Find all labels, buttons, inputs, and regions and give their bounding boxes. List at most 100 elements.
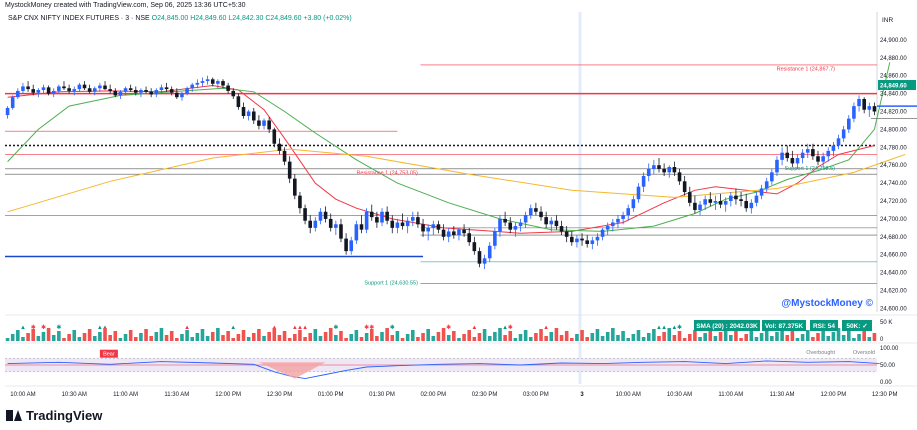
volume-bar — [390, 335, 395, 341]
candle — [729, 192, 733, 207]
sma-box-text: SMA (20) : 2042.03K — [696, 323, 758, 330]
candle — [580, 233, 584, 246]
signal-marker: ✱ — [333, 324, 338, 331]
candle — [764, 177, 769, 193]
candle-body — [200, 81, 205, 83]
candle-body — [816, 156, 820, 162]
credit-text: MystockMoney created with TradingView.co… — [5, 2, 246, 9]
candle-body — [169, 89, 174, 93]
signal-marker: ▲ — [292, 325, 298, 331]
volume-bar — [410, 330, 415, 341]
vol-box-text: Vol: 87.375K — [765, 323, 803, 330]
candle-body — [436, 224, 441, 230]
candle — [77, 82, 82, 92]
candle-body — [139, 90, 143, 93]
volume-bar — [698, 337, 702, 341]
candle-body — [339, 224, 343, 239]
candle — [441, 224, 446, 241]
volume-bar — [785, 335, 790, 341]
candle-body — [595, 236, 600, 241]
time-tick: 10:00 AM — [616, 392, 641, 398]
symbol-name: S&P CNX NIFTY INDEX FUTURES · 3 · NSE — [8, 15, 150, 22]
candle — [846, 115, 851, 133]
rsi-pane: BearBearOverboughtOversold0.5100.0050.00… — [5, 346, 899, 386]
volume-axis-bottom: 0 — [880, 337, 884, 343]
candle-body — [631, 199, 636, 209]
volume-bar — [811, 337, 815, 341]
time-tick: 02:00 PM — [420, 392, 446, 398]
candle-body — [534, 208, 538, 212]
candle-body — [462, 229, 466, 234]
candle — [390, 215, 395, 234]
candle — [210, 77, 215, 87]
candle — [759, 184, 764, 200]
volume-bar — [98, 332, 102, 341]
candle-body — [523, 215, 528, 223]
time-tick: 10:00 AM — [10, 392, 35, 398]
session-divider — [578, 12, 582, 384]
volume-bar — [308, 333, 312, 341]
candle — [339, 218, 343, 243]
sma-box: SMA (20) : 2042.03K — [694, 320, 760, 331]
candle — [559, 220, 564, 236]
candle-body — [226, 85, 230, 91]
time-tick: 11:00 AM — [113, 392, 138, 398]
volume-bar — [467, 330, 472, 341]
volume-bar — [775, 332, 779, 341]
candle — [164, 82, 169, 92]
candle — [862, 97, 866, 114]
candle — [611, 218, 615, 232]
volume-bar — [92, 336, 97, 341]
volume-bar — [303, 337, 307, 341]
candle — [272, 127, 277, 148]
candle-body — [231, 90, 236, 97]
candle-body — [26, 86, 30, 90]
candle-body — [190, 84, 195, 89]
candle — [585, 235, 589, 248]
candle-body — [205, 79, 210, 82]
price-tick: 24,720.00 — [880, 199, 907, 205]
candle — [718, 193, 723, 209]
candle-body — [257, 120, 261, 126]
candle — [92, 86, 97, 96]
volume-bar — [585, 337, 589, 341]
candle — [739, 192, 743, 207]
price-tick: 24,700.00 — [880, 217, 907, 223]
candle-body — [657, 165, 661, 169]
candle-body — [216, 81, 220, 84]
volume-bar — [559, 335, 564, 341]
candle — [251, 107, 256, 125]
volume-bar — [318, 336, 323, 341]
candle-body — [616, 218, 620, 223]
candle-body — [611, 222, 615, 227]
candle-body — [72, 89, 77, 91]
candle — [308, 215, 312, 234]
candle-body — [57, 86, 61, 91]
volume-bar — [790, 331, 795, 341]
candle-body — [92, 88, 97, 92]
volume-bar — [754, 337, 759, 341]
candle-body — [369, 211, 374, 218]
volume-bar — [62, 338, 66, 341]
candle — [82, 81, 87, 91]
volume-bar — [344, 338, 348, 341]
signal-marker: ▲ — [471, 325, 477, 331]
candle — [457, 227, 461, 241]
candle-body — [549, 220, 554, 225]
candle — [108, 84, 112, 94]
candle-body — [354, 224, 359, 241]
signal-marker: ▲ — [97, 325, 103, 331]
volume-bar — [759, 333, 764, 341]
candle-body — [334, 224, 338, 228]
price-tick: 24,900.00 — [880, 38, 907, 44]
volume-bar — [831, 332, 836, 341]
candle-body — [221, 81, 225, 86]
candle-body — [831, 145, 836, 151]
rsi-tick: 0.00 — [880, 380, 892, 386]
current-price-badge — [878, 80, 916, 91]
candle — [805, 143, 810, 159]
time-tick: 01:30 PM — [369, 392, 395, 398]
volume-bar — [570, 338, 574, 341]
tradingview-logo[interactable]: TradingView — [6, 408, 102, 423]
